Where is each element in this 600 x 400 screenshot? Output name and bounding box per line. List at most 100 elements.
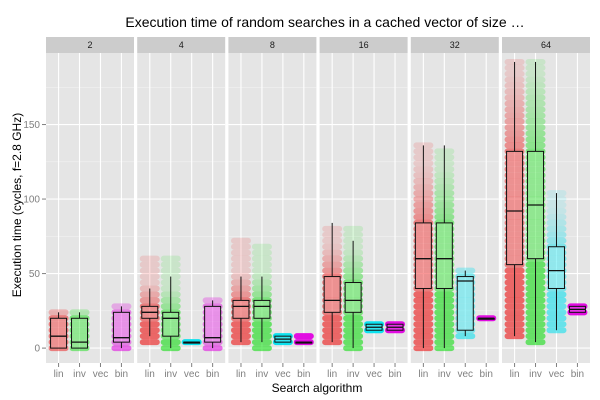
data-point-inv — [434, 249, 455, 256]
x-tick-label-bin: bin — [297, 369, 310, 380]
box-bin — [112, 311, 130, 343]
box-inv — [344, 282, 362, 313]
data-point-lin — [504, 184, 525, 191]
data-point-lin — [139, 339, 160, 346]
facet-panel-32: 32 lin inv vec bin — [410, 37, 499, 380]
y-axis-title: Execution time (cycles, f=2.8 GHz) — [10, 113, 24, 297]
data-point-inv — [525, 225, 546, 232]
data-point-lin — [322, 303, 343, 310]
data-point-inv — [251, 309, 272, 316]
box-bin — [204, 305, 222, 343]
box-lin — [232, 299, 250, 319]
data-point-lin — [48, 327, 69, 334]
box-lin — [414, 222, 432, 289]
panel-background — [137, 53, 226, 363]
data-point-inv — [251, 261, 272, 268]
facet-strip — [319, 37, 408, 53]
data-point-inv — [525, 190, 546, 197]
data-point-vec — [546, 255, 567, 262]
x-tick-label-lin: lin — [418, 369, 428, 380]
x-tick-label-lin: lin — [327, 369, 337, 380]
data-point-bin — [111, 321, 132, 328]
data-point-inv — [525, 172, 546, 179]
data-point-lin — [504, 160, 525, 167]
data-point-lin — [413, 261, 434, 268]
data-point-inv — [525, 184, 546, 191]
facet-strip — [410, 37, 499, 53]
data-point-inv — [160, 267, 181, 274]
data-point-lin — [230, 255, 251, 262]
y-tick-label: 0 — [34, 344, 40, 355]
data-point-inv — [434, 267, 455, 274]
y-tick-label: 50 — [29, 269, 41, 280]
data-point-vec — [455, 291, 476, 298]
data-point-inv — [69, 333, 90, 340]
x-tick-label-bin: bin — [388, 369, 401, 380]
data-point-lin — [413, 243, 434, 250]
data-point-lin — [413, 249, 434, 256]
data-point-lin — [504, 237, 525, 244]
facet-strip — [137, 37, 226, 53]
x-tick-label-bin: bin — [115, 369, 128, 380]
data-point-bin — [111, 327, 132, 334]
data-point-lin — [504, 172, 525, 179]
data-point-inv — [251, 345, 272, 352]
x-tick-label-inv: inv — [73, 369, 86, 380]
data-point-inv — [525, 243, 546, 250]
data-point-vec — [455, 297, 476, 304]
data-point-lin — [322, 279, 343, 286]
data-point-inv — [525, 196, 546, 203]
data-point-lin — [139, 261, 160, 268]
data-point-inv — [251, 249, 272, 256]
data-point-vec — [546, 249, 567, 256]
x-tick-label-vec: vec — [93, 369, 109, 380]
data-point-lin — [413, 267, 434, 274]
data-point-bin — [111, 315, 132, 322]
data-point-lin — [139, 255, 160, 262]
data-point-vec — [546, 273, 567, 280]
data-point-lin — [139, 279, 160, 286]
facet-strip — [502, 37, 590, 53]
data-point-lin — [322, 291, 343, 298]
box-lin — [506, 150, 524, 266]
x-tick-label-vec: vec — [184, 369, 200, 380]
data-point-lin — [504, 166, 525, 173]
data-point-inv — [343, 285, 364, 292]
data-point-inv — [343, 231, 364, 238]
data-point-lin — [230, 309, 251, 316]
facet-strip-label: 16 — [359, 40, 369, 50]
facet-panel-8: 8 lin inv vec bin — [228, 37, 317, 380]
data-point-lin — [413, 273, 434, 280]
data-point-inv — [160, 321, 181, 328]
panel-background — [319, 53, 408, 363]
data-point-inv — [525, 207, 546, 214]
data-point-lin — [230, 261, 251, 268]
data-point-inv — [69, 321, 90, 328]
x-tick-label-lin: lin — [54, 369, 64, 380]
data-point-lin — [139, 267, 160, 274]
box-lin — [50, 317, 68, 349]
data-point-vec — [455, 315, 476, 322]
data-point-inv — [69, 327, 90, 334]
data-point-lin — [504, 249, 525, 256]
box-inv — [162, 311, 180, 337]
data-point-inv — [434, 243, 455, 250]
box-vec — [456, 276, 474, 331]
data-point-lin — [413, 231, 434, 238]
data-point-inv — [160, 261, 181, 268]
box-vec — [547, 246, 565, 289]
facet-strip-label: 4 — [179, 40, 184, 50]
data-point-lin — [504, 178, 525, 185]
data-point-vec — [455, 321, 476, 328]
data-point-inv — [160, 255, 181, 262]
panel-background — [228, 53, 317, 363]
data-point-inv — [434, 237, 455, 244]
data-point-bin — [202, 321, 223, 328]
x-tick-label-inv: inv — [256, 369, 269, 380]
data-point-inv — [251, 243, 272, 250]
x-tick-label-inv: inv — [438, 369, 451, 380]
x-axis-title: Search algorithm — [272, 381, 363, 395]
data-point-inv — [251, 267, 272, 274]
data-point-bin — [202, 327, 223, 334]
